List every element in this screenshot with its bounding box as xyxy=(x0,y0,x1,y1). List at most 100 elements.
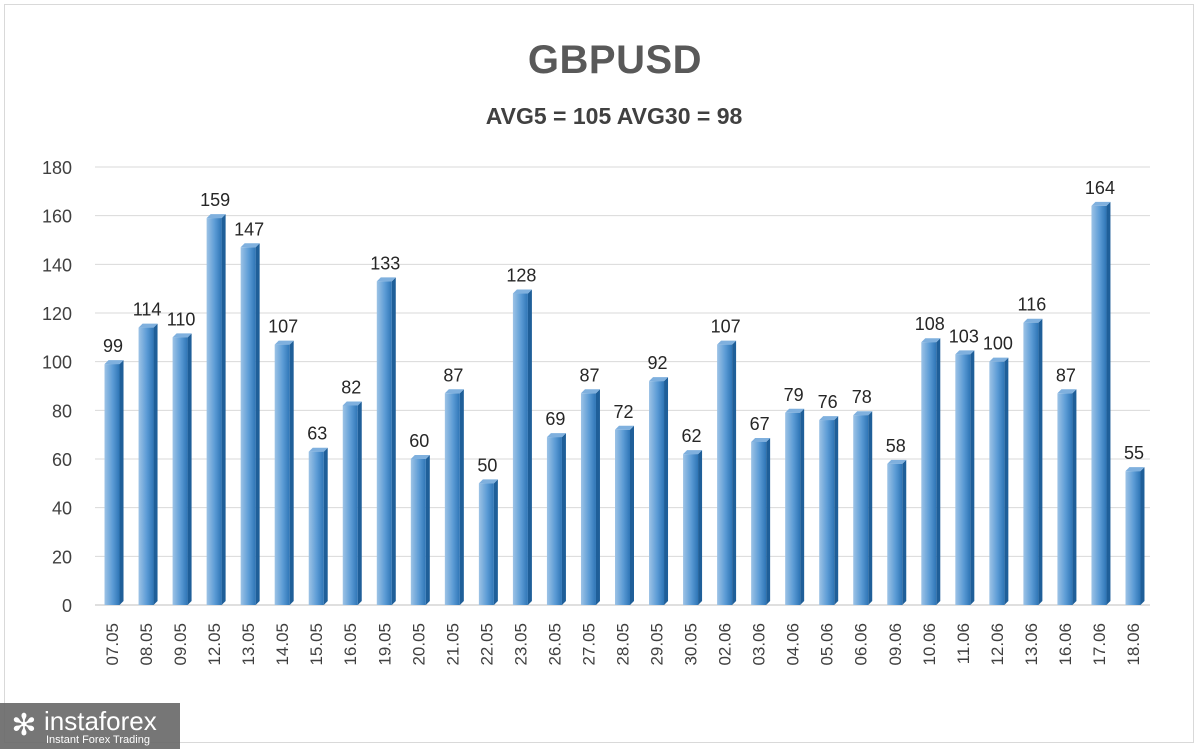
bar-top xyxy=(138,323,158,328)
bar-side xyxy=(1004,357,1009,605)
bar-top xyxy=(1125,467,1145,472)
y-tick-label: 0 xyxy=(62,596,72,616)
bar-top xyxy=(785,408,805,413)
data-label: 92 xyxy=(648,353,668,373)
bar-top xyxy=(819,416,839,421)
bar-top xyxy=(989,357,1009,362)
y-tick-label: 40 xyxy=(52,499,72,519)
data-label: 128 xyxy=(506,266,536,286)
bar-side xyxy=(459,389,464,605)
data-label: 114 xyxy=(133,300,162,320)
bar-side xyxy=(527,289,532,605)
x-tick-label: 13.06 xyxy=(1022,623,1041,666)
bar xyxy=(853,415,869,605)
bar xyxy=(342,405,358,605)
bar-top xyxy=(240,243,260,248)
x-tick-label: 05.06 xyxy=(818,623,837,666)
watermark-tagline: Instant Forex Trading xyxy=(46,734,150,746)
bar-side xyxy=(323,447,328,605)
bar xyxy=(410,459,426,605)
x-tick-label: 22.05 xyxy=(477,623,496,666)
bar xyxy=(989,361,1005,605)
bar-top xyxy=(1057,389,1077,394)
y-tick-label: 120 xyxy=(42,304,72,324)
x-tick-label: 16.05 xyxy=(341,623,360,666)
data-label: 147 xyxy=(234,219,264,239)
bar-side xyxy=(119,360,124,605)
data-label: 107 xyxy=(711,317,741,337)
x-tick-label: 28.05 xyxy=(614,623,633,666)
data-label: 99 xyxy=(103,336,123,356)
bar-side xyxy=(936,338,941,605)
data-label: 72 xyxy=(613,402,633,422)
bar xyxy=(308,451,324,605)
y-tick-label: 180 xyxy=(42,158,72,178)
x-tick-label: 07.05 xyxy=(103,623,122,666)
bar-top xyxy=(512,289,532,294)
bar xyxy=(717,344,733,605)
x-tick-label: 14.05 xyxy=(273,623,292,666)
bar-top xyxy=(1023,318,1043,323)
bar-top xyxy=(308,447,328,452)
bar xyxy=(1125,471,1141,605)
bar-side xyxy=(1106,201,1111,605)
data-label: 100 xyxy=(983,334,1013,354)
bar-top xyxy=(410,455,430,459)
x-tick-label: 27.05 xyxy=(579,623,598,666)
bar-side xyxy=(425,455,430,605)
bar xyxy=(546,437,562,605)
x-tick-label: 23.05 xyxy=(511,623,530,666)
chart-title: GBPUSD xyxy=(527,38,703,82)
bar-top xyxy=(478,479,498,484)
data-label: 76 xyxy=(818,392,838,412)
x-tick-label: 29.05 xyxy=(648,623,667,666)
bar-top xyxy=(1091,201,1111,206)
y-tick-label: 20 xyxy=(52,547,72,567)
bar xyxy=(240,247,256,606)
bar-top xyxy=(615,425,634,430)
bar xyxy=(887,463,903,605)
bar-top xyxy=(751,437,771,442)
bar xyxy=(104,364,120,605)
chart-subtitle: AVG5 = 105 AVG30 = 98 xyxy=(485,103,743,129)
x-tick-label: 20.05 xyxy=(409,623,428,666)
bar-top xyxy=(853,411,873,416)
bar-side xyxy=(902,459,907,605)
bar-top xyxy=(649,377,669,382)
data-label: 133 xyxy=(370,253,400,273)
bar-side xyxy=(766,437,771,605)
data-label: 110 xyxy=(167,309,196,329)
x-tick-label: 09.05 xyxy=(171,623,190,666)
bar xyxy=(444,393,460,605)
x-tick-label: 02.06 xyxy=(716,623,735,666)
bar xyxy=(580,393,596,605)
data-label: 78 xyxy=(852,387,872,407)
bar-side xyxy=(493,479,498,605)
bar-side xyxy=(630,425,634,605)
bar xyxy=(376,281,392,605)
data-label: 116 xyxy=(1018,295,1047,315)
bar-top xyxy=(717,340,737,345)
x-tick-label: 12.05 xyxy=(205,623,224,666)
bar xyxy=(751,441,767,605)
bar xyxy=(172,337,188,605)
data-label: 63 xyxy=(307,424,327,444)
bar-side xyxy=(255,243,260,606)
bar-top xyxy=(683,450,703,455)
bar-side xyxy=(698,450,703,605)
x-tick-label: 18.06 xyxy=(1124,623,1143,666)
x-tick-label: 08.05 xyxy=(137,623,156,666)
data-label: 82 xyxy=(341,377,361,397)
y-tick-label: 140 xyxy=(42,255,72,275)
x-tick-label: 15.05 xyxy=(307,623,326,666)
data-label: 87 xyxy=(443,365,463,385)
bar xyxy=(921,342,937,605)
x-tick-label: 06.06 xyxy=(852,623,871,666)
x-tick-label: 21.05 xyxy=(443,623,462,666)
bar-side xyxy=(561,433,566,605)
x-tick-label: 16.06 xyxy=(1056,623,1075,666)
bar-top xyxy=(206,214,226,219)
x-tick-label: 19.05 xyxy=(375,623,394,666)
bar-top xyxy=(342,401,362,406)
x-tick-label: 10.06 xyxy=(920,623,939,666)
